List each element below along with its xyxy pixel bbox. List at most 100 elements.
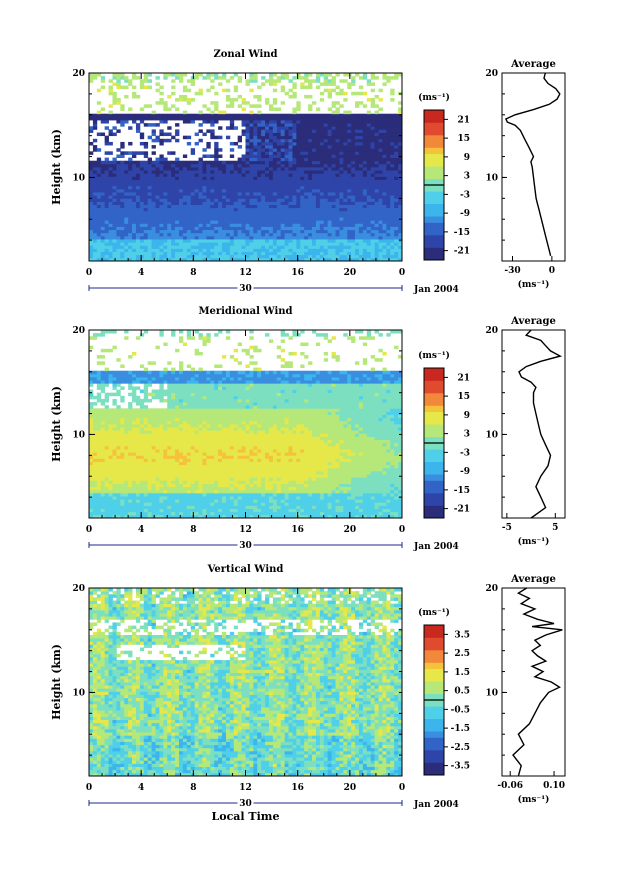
heatmap-cell [112,223,116,227]
heatmap-cell [97,236,101,240]
heatmap-cell [140,170,144,174]
heatmap-cell [195,208,199,212]
heatmap-cell [128,252,132,256]
heatmap-cell [112,411,116,415]
heatmap-cell [124,462,128,466]
heatmap-cell [320,217,324,221]
heatmap-cell [89,164,93,168]
heatmap-cell [343,139,347,143]
heatmap-cell [148,136,152,140]
heatmap-cell [109,195,113,199]
heatmap-cell [112,167,116,171]
heatmap-cell [136,205,140,209]
heatmap-cell [124,458,128,462]
heatmap-cell [148,176,152,180]
heatmap-cell [332,205,336,209]
heatmap-cell [296,173,300,177]
heatmap-cell [257,180,261,184]
heatmap-cell [171,499,175,503]
heatmap-cell [246,133,250,137]
heatmap-cell [253,129,257,133]
heatmap-cell [394,73,398,77]
heatmap-cell [101,415,105,419]
heatmap-cell [316,79,320,83]
heatmap-cell [179,443,183,447]
heatmap-cell [289,239,293,243]
heatmap-cell [253,230,257,234]
heatmap-cell [312,192,316,196]
heatmap-cell [234,230,238,234]
heatmap-cell [89,186,93,190]
heatmap-cell [128,158,132,162]
heatmap-cell [136,402,140,406]
heatmap-cell [367,239,371,243]
heatmap-cell [175,107,179,111]
heatmap-cell [171,86,175,90]
heatmap-cell [347,173,351,177]
heatmap-cell [300,220,304,224]
heatmap-cell [136,217,140,221]
heatmap-cell [93,458,97,462]
heatmap-cell [159,133,163,137]
heatmap-cell [386,123,390,127]
heatmap-cell [120,499,124,503]
heatmap-cell [363,183,367,187]
heatmap-cell [324,186,328,190]
heatmap-cell [175,471,179,475]
heatmap-cell [163,496,167,500]
heatmap-cell [112,418,116,422]
heatmap-cell [97,255,101,259]
heatmap-cell [167,396,171,400]
heatmap-cell [120,186,124,190]
heatmap-cell [124,424,128,428]
heatmap-cell [112,393,116,397]
heatmap-cell [105,377,109,381]
heatmap-cell [355,148,359,152]
heatmap-cell [343,195,347,199]
heatmap-cell [265,133,269,137]
heatmap-cell [359,208,363,212]
heatmap-cell [300,245,304,249]
heatmap-cell [359,252,363,256]
heatmap-cell [394,236,398,240]
heatmap-cell [93,493,97,497]
heatmap-cell [300,227,304,231]
heatmap-cell [179,480,183,484]
heatmap-cell [112,186,116,190]
heatmap-cell [124,208,128,212]
heatmap-cell [156,173,160,177]
heatmap-cell [112,101,116,105]
heatmap-cell [159,408,163,412]
heatmap-cell [343,189,347,193]
heatmap-cell [105,458,109,462]
heatmap-cell [347,176,351,180]
heatmap-cell [218,195,222,199]
heatmap-cell [136,195,140,199]
heatmap-cell [285,129,289,133]
heatmap-cell [367,129,371,133]
heatmap-cell [202,173,206,177]
heatmap-cell [242,186,246,190]
heatmap-cell [175,509,179,513]
heatmap-cell [183,154,187,158]
heatmap-cell [156,164,160,168]
heatmap-cell [312,123,316,127]
heatmap-cell [112,114,116,118]
heatmap-cell [234,117,238,121]
heatmap-cell [363,214,367,218]
heatmap-cell [363,192,367,196]
heatmap-cell [363,73,367,77]
heatmap-cell [152,205,156,209]
heatmap-cell [332,164,336,168]
heatmap-cell [289,233,293,237]
heatmap-cell [206,201,210,205]
heatmap-cell [163,205,167,209]
heatmap-cell [300,117,304,121]
heatmap-cell [179,161,183,165]
heatmap-cell [179,421,183,425]
heatmap-cell [226,180,230,184]
heatmap-cell [281,205,285,209]
heatmap-cell [320,214,324,218]
heatmap-cell [140,487,144,491]
heatmap-cell [269,117,273,121]
